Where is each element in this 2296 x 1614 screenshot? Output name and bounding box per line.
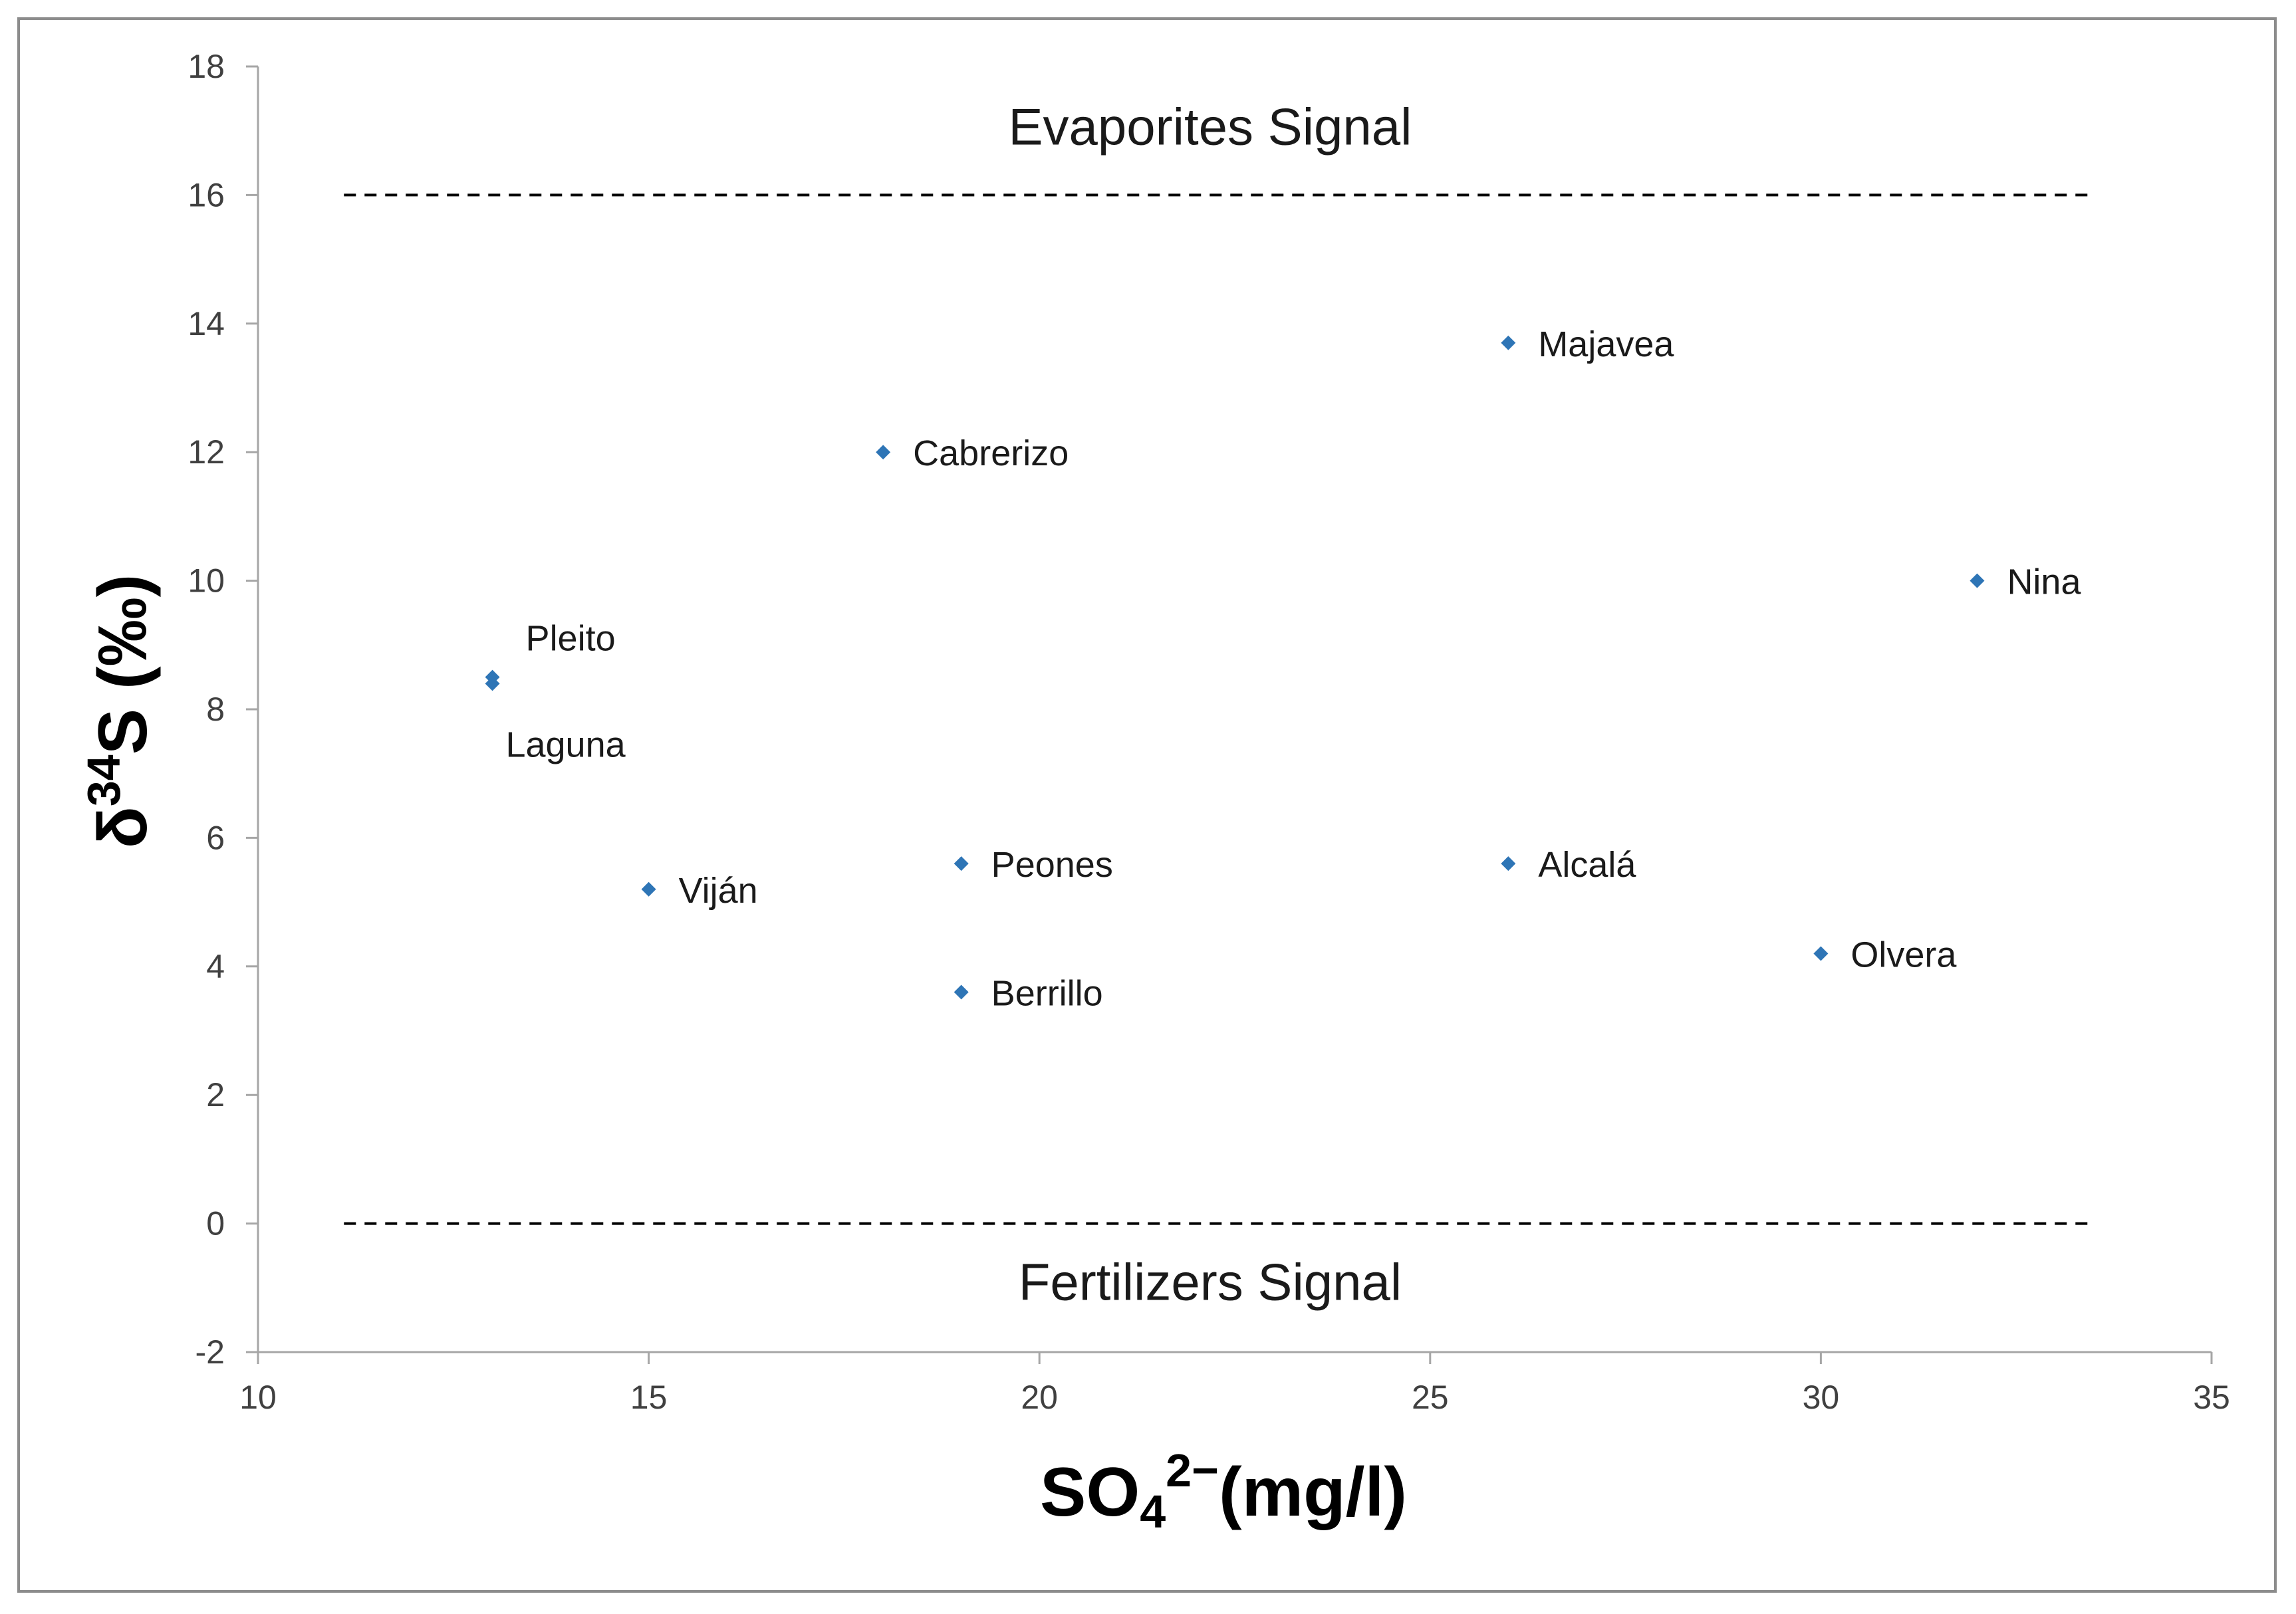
data-label: Laguna	[505, 725, 626, 764]
data-point	[1501, 856, 1516, 871]
data-point	[1501, 335, 1516, 350]
x-tick-label: 20	[1021, 1379, 1058, 1416]
y-tick-label: 14	[188, 305, 225, 342]
y-tick-label: 4	[206, 948, 225, 985]
data-point	[876, 445, 891, 460]
data-label: Berrillo	[991, 973, 1103, 1013]
data-point	[641, 881, 656, 897]
y-axis-title-delta: δ	[84, 806, 162, 848]
x-axis-title-sup: 2−	[1166, 1444, 1219, 1496]
x-axis-title: SO42−(mg/l)	[1040, 1444, 1407, 1538]
data-label: Nina	[2007, 562, 2081, 602]
axes: -2 0 2 4 6 8 10 12 14 16 18 10 15 20 25 30 35	[188, 48, 2230, 1416]
data-label: Olvera	[1850, 935, 1957, 975]
y-axis-title-sup: 34	[78, 754, 130, 806]
y-tick-label: 0	[206, 1205, 225, 1242]
data-points: Majavea Cabrerizo Nina Pleito Laguna Peones Al…	[485, 324, 2081, 1013]
y-tick-label: 6	[206, 819, 225, 856]
y-tick-label: 8	[206, 691, 225, 728]
x-axis-title-sub: 4	[1140, 1486, 1166, 1538]
x-tick-label: 25	[1412, 1379, 1449, 1416]
data-point	[954, 984, 969, 1000]
data-point	[954, 856, 969, 871]
evaporites-signal-label: Evaporites Signal	[1008, 97, 1412, 156]
data-label: Majavea	[1538, 324, 1674, 364]
scatter-chart: -2 0 2 4 6 8 10 12 14 16 18 10 15 20 25 30 35 Evaporites…	[78, 48, 2230, 1538]
x-tick-label: 35	[2193, 1379, 2230, 1416]
y-tick-label: 16	[188, 176, 225, 213]
y-tick-label: 18	[188, 48, 225, 85]
x-axis-title-tail: (mg/l)	[1219, 1454, 1407, 1531]
chart-frame: -2 0 2 4 6 8 10 12 14 16 18 10 15 20 25 30 35 Evaporites…	[17, 17, 2277, 1593]
x-tick-label: 10	[239, 1379, 277, 1416]
reference-lines: Evaporites Signal Fertilizers Signal	[344, 97, 2095, 1312]
data-label: Pleito	[526, 619, 616, 659]
data-point	[1813, 946, 1829, 961]
data-label: Alcalá	[1538, 845, 1636, 885]
fertilizers-signal-label: Fertilizers Signal	[1019, 1253, 1402, 1312]
x-axis-title-main: SO	[1040, 1454, 1140, 1531]
data-point	[1970, 573, 1985, 588]
y-tick-label: 12	[188, 433, 225, 471]
x-tick-label: 30	[1803, 1379, 1840, 1416]
y-tick-label: 10	[188, 562, 225, 600]
x-tick-label: 15	[630, 1379, 668, 1416]
data-label: Viján	[679, 871, 758, 911]
data-label: Cabrerizo	[913, 433, 1069, 473]
data-label: Peones	[991, 845, 1113, 885]
y-tick-label: 2	[206, 1076, 225, 1113]
y-axis-title-tail: S (‰)	[84, 574, 162, 755]
y-tick-label: -2	[195, 1333, 225, 1371]
data-point	[485, 676, 500, 691]
y-axis-title: δ34S (‰)	[78, 574, 162, 848]
